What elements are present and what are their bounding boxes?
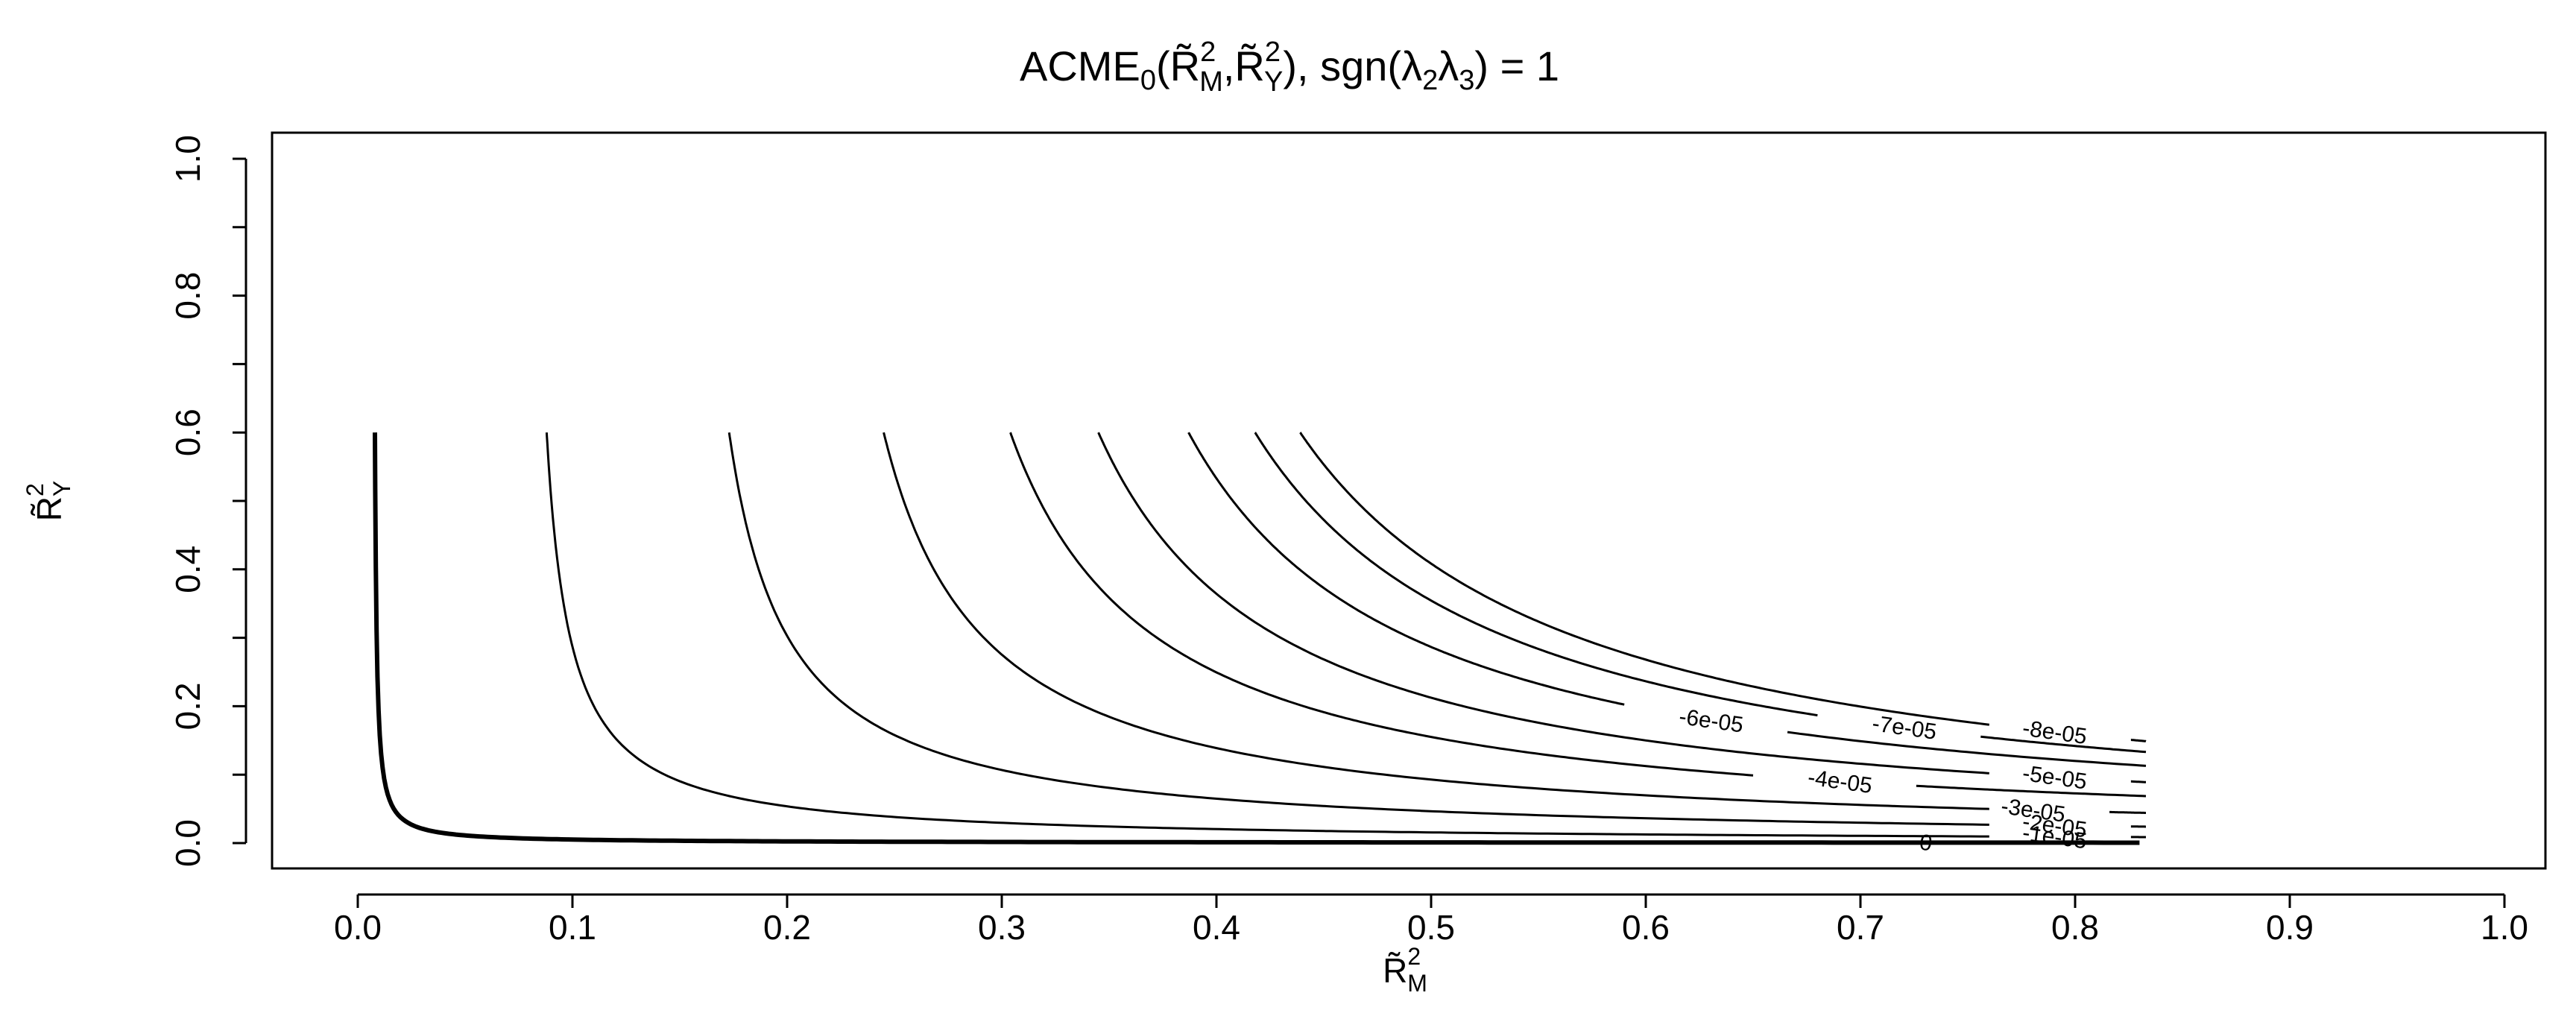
title-sub1: M — [1199, 66, 1223, 98]
title-lam2: λ — [1438, 42, 1459, 89]
ylabel-base: R̃ — [30, 496, 69, 521]
title-sub0: 0 — [1140, 65, 1156, 96]
contour-line — [883, 432, 1989, 810]
contour-line-tail — [2130, 780, 2146, 783]
contour-label: -3e-05 — [1999, 794, 2066, 827]
title-close: ), sgn( — [1283, 42, 1401, 89]
x-ticks: 0.0 0.1 0.2 0.3 0.4 0.5 0.6 0.7 0.8 0.9 1.0 — [334, 895, 2528, 947]
contour-line — [1299, 432, 1989, 726]
x-tick-label: 0.3 — [978, 908, 1026, 947]
contour-line — [545, 432, 1989, 838]
contour-line-tail — [1787, 731, 2147, 767]
title-comma: , — [1223, 42, 1235, 89]
x-axis-label: R̃2 M — [1383, 943, 1427, 997]
contour-label: -6e-05 — [1677, 704, 1744, 738]
contour-line — [727, 432, 1989, 826]
title-sup2: 2 — [1265, 37, 1281, 68]
title-lsub2: 3 — [1459, 65, 1474, 96]
x-tick-label: 1.0 — [2481, 908, 2528, 947]
chart-title: ACME0(R̃2 M,R̃2 Y), sgn(λ2λ3) = 1 — [1020, 37, 1559, 98]
x-tick-label: 0.7 — [1837, 908, 1884, 947]
xlabel-sub: M — [1407, 970, 1427, 997]
title-prefix: ACME — [1020, 42, 1140, 89]
title-lam1: λ — [1401, 42, 1422, 89]
xlabel-base: R̃ — [1383, 951, 1407, 990]
title-lsub1: 2 — [1422, 65, 1438, 96]
y-ticks: 0.0 0.2 0.4 0.6 0.8 1.0 — [168, 135, 246, 867]
x-tick-label: 0.1 — [549, 908, 596, 947]
xlabel-sup: 2 — [1407, 943, 1421, 970]
x-tick-label: 0.6 — [1622, 908, 1670, 947]
title-open: ( — [1156, 42, 1170, 89]
y-tick-label: 0.6 — [168, 408, 207, 456]
title-sup1: 2 — [1200, 37, 1216, 68]
title-r2: R̃ — [1234, 42, 1264, 89]
x-tick-label: 0.8 — [2051, 908, 2099, 947]
x-tick-label: 0.0 — [334, 908, 382, 947]
contour-line — [1097, 432, 1989, 774]
x-tick-label: 0.4 — [1193, 908, 1240, 947]
plot-frame — [271, 131, 2547, 870]
contour-lines — [373, 432, 2147, 845]
contour-line-tail — [2109, 810, 2146, 814]
y-tick-label: 1.0 — [168, 135, 207, 183]
title-r1: R̃ — [1170, 42, 1200, 89]
contour-line-tail — [2130, 739, 2147, 742]
contour-label: -8e-05 — [2021, 716, 2088, 749]
contour-line — [1187, 432, 1625, 706]
x-tick-label: 0.5 — [1407, 908, 1455, 947]
contour-labels: 0 -1e-05-2e-05-3e-05-4e-05 -5e-05-6e-05 -7e… — [1677, 704, 2088, 856]
y-axis-label: R̃2Y — [22, 481, 75, 521]
ylabel-sub: Y — [48, 481, 75, 496]
title-sub2: Y — [1264, 66, 1283, 98]
ylabel-sup: 2 — [22, 483, 48, 496]
contour-line-tail — [1916, 784, 2147, 798]
x-tick-label: 0.9 — [2266, 908, 2314, 947]
y-tick-label: 0.2 — [168, 682, 207, 730]
contour-line — [1009, 432, 1754, 777]
title-tail: ) = 1 — [1474, 42, 1559, 89]
contour-line — [373, 432, 2140, 845]
contour-label: -4e-05 — [1806, 765, 1873, 798]
y-tick-label: 0.0 — [168, 819, 207, 867]
y-tick-label: 0.4 — [168, 546, 207, 593]
contour-label: 0 — [1918, 830, 1933, 856]
x-tick-label: 0.2 — [763, 908, 811, 947]
contour-line — [1254, 432, 1818, 717]
contour-line-tail — [1980, 735, 2147, 754]
contour-label: -5e-05 — [2021, 761, 2088, 795]
y-tick-label: 0.8 — [168, 272, 207, 320]
